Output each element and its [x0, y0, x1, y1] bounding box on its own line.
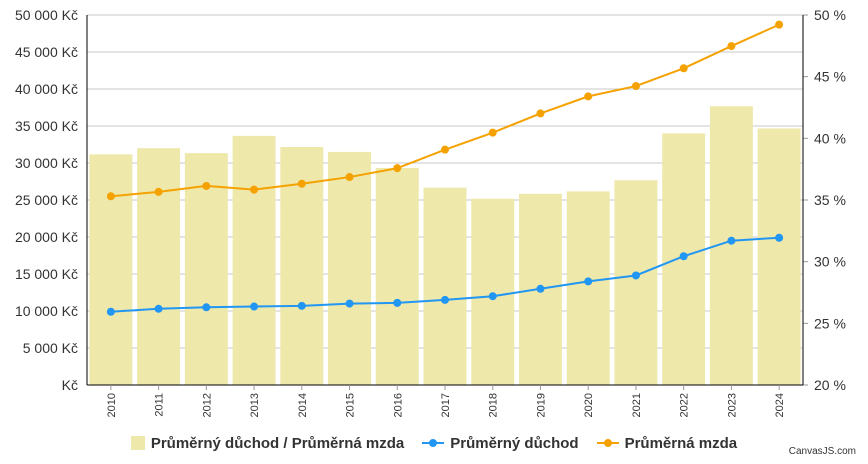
pension-point — [441, 295, 449, 304]
ratio-bar — [137, 148, 181, 385]
wage-point — [250, 185, 259, 194]
wage-point — [488, 128, 497, 137]
pension-point — [106, 307, 115, 316]
wage-point — [154, 187, 163, 196]
ratio-bar — [471, 198, 515, 385]
legend-label-ratio: Průměrný důchod / Průměrná mzda — [150, 434, 405, 452]
left-tick-label: 40 000 Kč — [15, 81, 78, 97]
legend-item-pension[interactable]: Průměrný důchod — [422, 434, 579, 452]
right-tick-label: 40 % — [814, 130, 846, 146]
ratio-bar — [375, 167, 419, 385]
x-axis: 2010 2011 2012 2013 2014 2015 2016 2017 2018 2019… — [87, 384, 803, 417]
wage-point — [106, 192, 115, 201]
x-tick-label: 2024 — [774, 393, 786, 417]
pension-point — [154, 304, 163, 313]
legend-swatch-ratio — [130, 436, 145, 450]
x-tick-label: 2012 — [201, 393, 213, 417]
left-tick-label: 5 000 Kč — [23, 340, 78, 356]
ratio-bar — [89, 154, 133, 385]
x-tick-label: 2018 — [488, 393, 500, 417]
pension-point — [345, 299, 354, 308]
legend-item-ratio[interactable]: Průměrný důchod / Průměrná mzda — [130, 434, 405, 452]
left-tick-label: 35 000 Kč — [15, 118, 78, 134]
wage-point — [631, 82, 640, 91]
right-tick-label: 35 % — [814, 192, 846, 208]
wage-point — [679, 64, 688, 73]
left-tick-label: 30 000 Kč — [15, 155, 78, 171]
legend-marker-wage — [596, 436, 619, 450]
right-axis: 20 % 25 % 30 % 35 % 40 % 45 % 50 % — [802, 7, 846, 393]
right-tick-label: 45 % — [814, 69, 846, 85]
x-tick-label: 2017 — [440, 393, 452, 417]
x-tick-label: 2013 — [249, 393, 261, 417]
ratio-bar — [328, 151, 372, 385]
legend-marker-pension — [422, 436, 445, 450]
right-tick-label: 30 % — [814, 254, 846, 270]
pension-point — [536, 284, 545, 293]
ratio-bar — [232, 135, 276, 385]
pension-point — [393, 298, 402, 307]
left-tick-label: 50 000 Kč — [15, 7, 78, 23]
legend-label-wage: Průměrná mzda — [624, 434, 738, 452]
ratio-bar — [757, 128, 801, 385]
pension-point — [584, 277, 593, 286]
wage-point — [297, 179, 306, 188]
left-tick-label: Kč — [62, 377, 78, 393]
ratio-bar — [566, 191, 610, 385]
pension-point — [631, 271, 640, 280]
legend-label-pension: Průměrný důchod — [450, 434, 579, 452]
series-lines — [106, 20, 784, 316]
credit-link[interactable]: CanvasJS.com — [788, 446, 856, 457]
wage-point — [202, 181, 211, 190]
wage-point — [584, 92, 593, 101]
pension-point — [775, 233, 784, 242]
ratio-bar — [184, 153, 228, 385]
left-tick-label: 45 000 Kč — [15, 44, 78, 60]
wage-point — [536, 109, 545, 118]
left-axis: Kč 5 000 Kč 10 000 Kč 15 000 Kč 20 000 Kč 25 … — [15, 7, 88, 393]
ratio-bar — [423, 187, 467, 385]
right-tick-label: 20 % — [814, 377, 846, 393]
pension-point — [679, 252, 688, 261]
x-tick-label: 2022 — [679, 393, 691, 417]
left-tick-label: 10 000 Kč — [15, 303, 78, 319]
x-tick-label: 2023 — [726, 393, 738, 417]
wage-point — [775, 20, 784, 29]
left-tick-label: 20 000 Kč — [15, 229, 78, 245]
x-tick-label: 2010 — [106, 393, 118, 417]
wage-point — [727, 42, 736, 51]
right-tick-label: 50 % — [814, 7, 846, 23]
pension-point — [250, 302, 259, 311]
pension-point — [297, 301, 306, 310]
pension-point — [488, 292, 497, 301]
x-tick-label: 2016 — [392, 393, 404, 417]
x-tick-label: 2015 — [345, 393, 357, 417]
left-tick-label: 25 000 Kč — [15, 192, 78, 208]
left-tick-label: 15 000 Kč — [15, 266, 78, 282]
legend: Průměrný důchod / Průměrná mzda Průměrný… — [0, 432, 868, 454]
ratio-bar — [614, 180, 658, 385]
x-tick-label: 2011 — [154, 393, 166, 417]
x-tick-label: 2014 — [297, 393, 309, 417]
right-tick-label: 25 % — [814, 315, 846, 331]
wage-point — [393, 164, 402, 173]
pension-point — [727, 236, 736, 245]
wage-point — [441, 145, 449, 154]
chart: Kč 5 000 Kč 10 000 Kč 15 000 Kč 20 000 Kč 25 … — [15, 7, 846, 417]
x-tick-label: 2021 — [631, 393, 643, 417]
pension-point — [202, 303, 211, 312]
x-tick-label: 2020 — [583, 393, 595, 417]
x-tick-label: 2019 — [535, 393, 547, 417]
legend-item-wage[interactable]: Průměrná mzda — [596, 434, 738, 452]
wage-point — [345, 173, 354, 182]
